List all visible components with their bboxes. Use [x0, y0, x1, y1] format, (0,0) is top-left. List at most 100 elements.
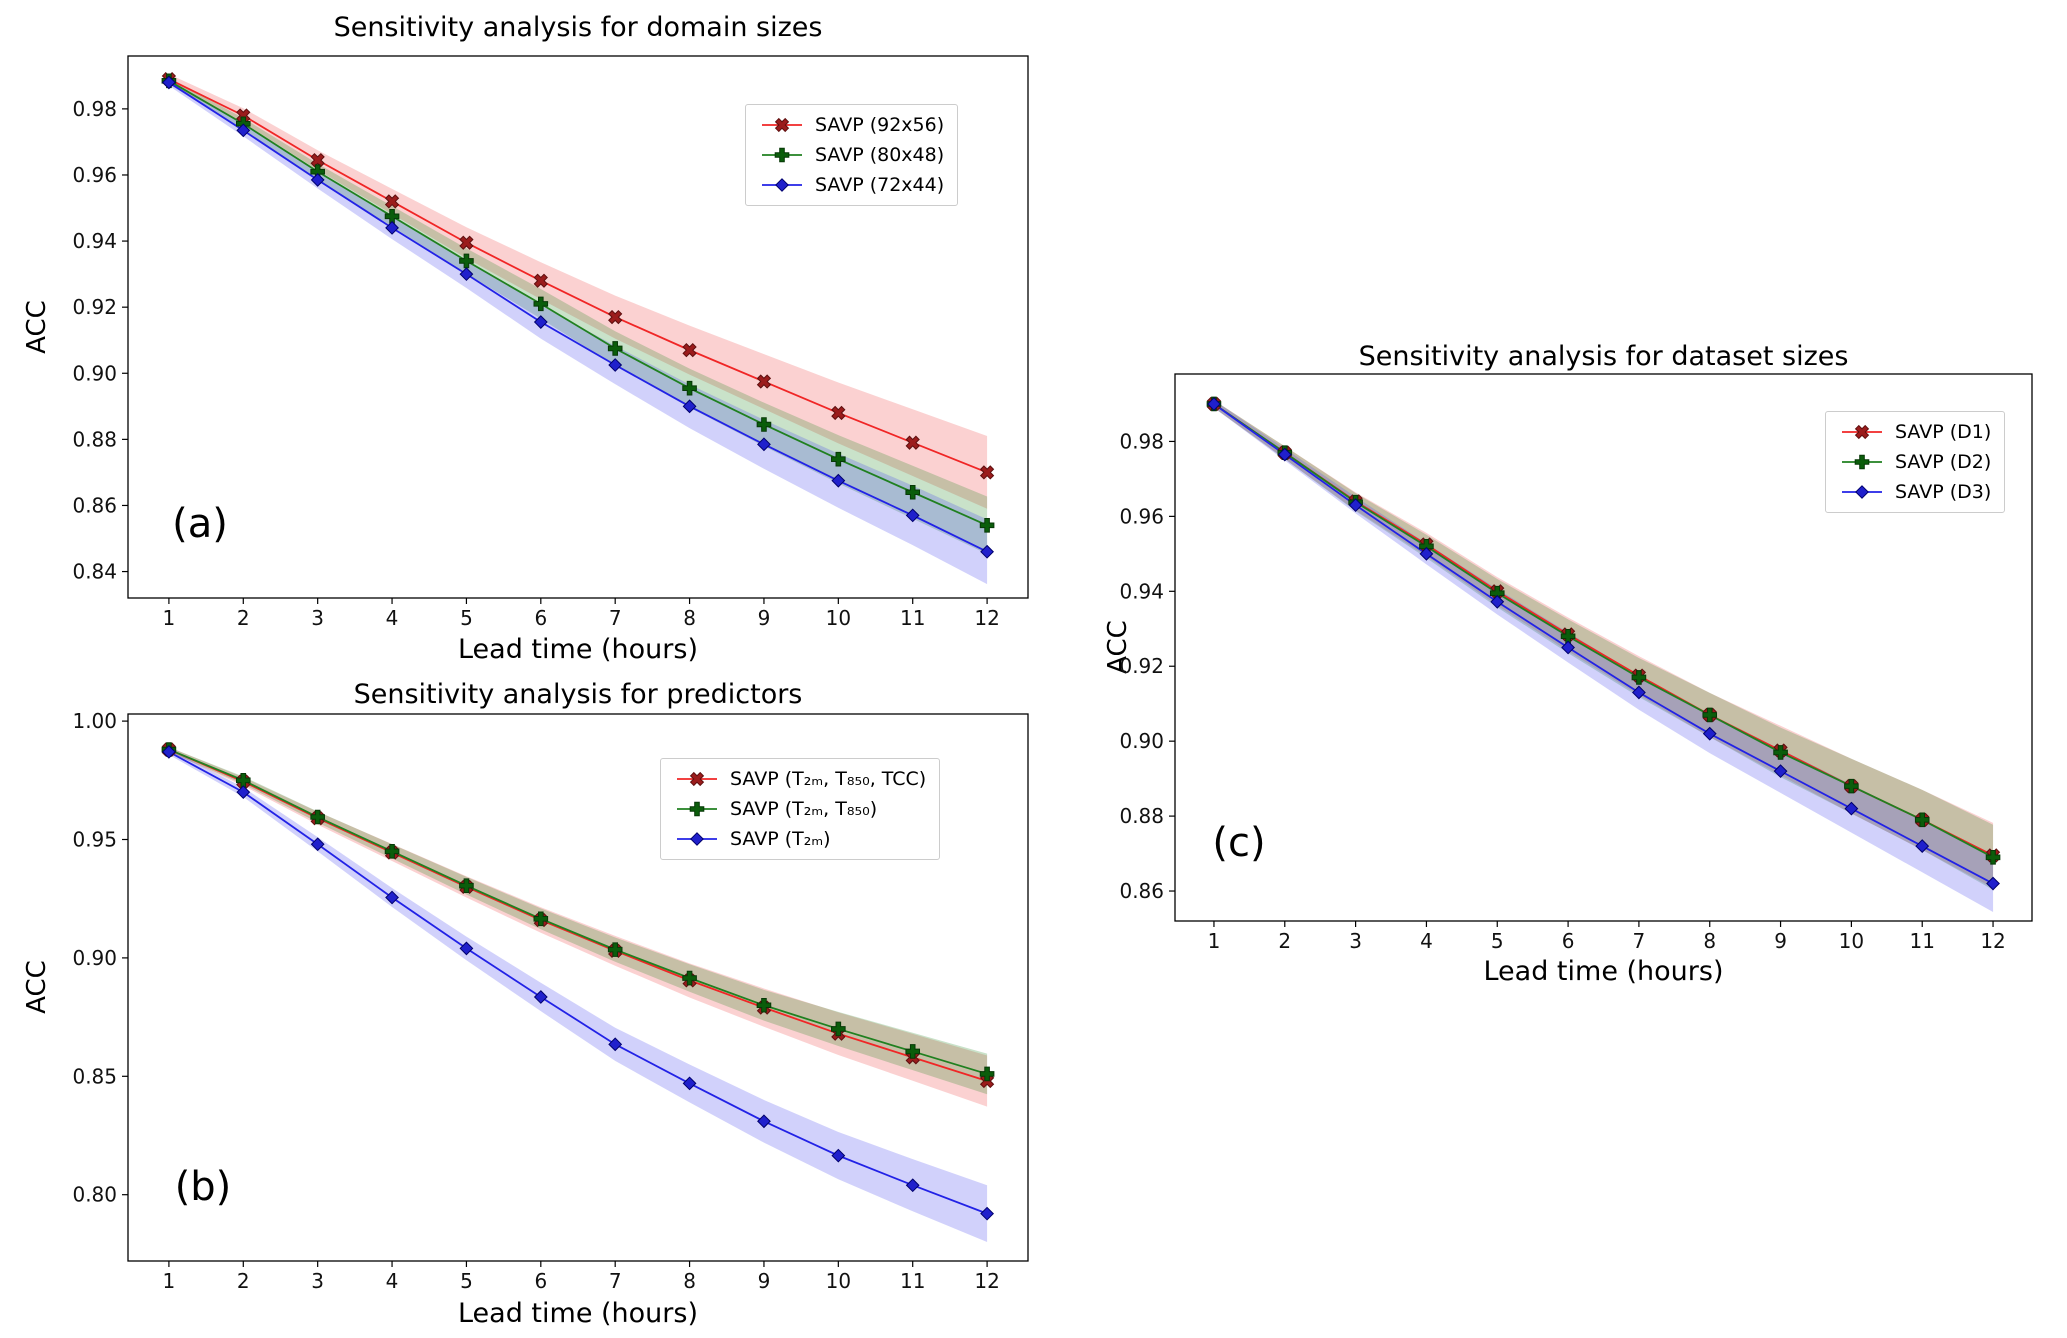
- panel-a: Sensitivity analysis for domain sizes AC…: [0, 0, 1070, 682]
- panel-a-plot: 1 2 3 4 5 6 7 8 9 10 11 120.840.860.880.900.920.940…: [72, 55, 1029, 630]
- marker: [607, 942, 623, 957]
- marker: [905, 484, 921, 500]
- marker: [162, 75, 176, 90]
- legend-item: SAVP (72x44): [759, 174, 944, 196]
- marker: [831, 405, 846, 421]
- legend-item: SAVP (D3): [1839, 481, 1991, 503]
- marker: [162, 744, 176, 759]
- marker: [235, 773, 251, 788]
- confidence-band: [168, 74, 988, 509]
- marker: [385, 220, 399, 235]
- marker: [459, 941, 474, 956]
- marker: [980, 1206, 994, 1221]
- marker: [1844, 778, 1859, 794]
- series-line: [168, 748, 988, 1075]
- x-tick-label: 1: [163, 606, 176, 630]
- x-tick-label: 10: [1839, 929, 1864, 953]
- legend-label: SAVP (D1): [1895, 421, 1992, 443]
- panel-a-xlabel: Lead time (hours): [457, 634, 698, 665]
- marker: [236, 785, 251, 800]
- legend-line-marker-icon: [762, 147, 802, 163]
- legend-item: SAVP (T₂ₘ, T₈₅₀, TCC): [674, 768, 926, 790]
- marker: [533, 911, 549, 927]
- legend-line-marker-icon: [1842, 424, 1882, 440]
- y-tick-label: 0.96: [1119, 504, 1164, 528]
- series-line: [168, 78, 988, 474]
- marker: [756, 374, 772, 389]
- x-tick-label: 12: [1980, 929, 2005, 953]
- y-tick-label: 0.94: [72, 229, 117, 253]
- panel-a-corner-label: (a): [172, 501, 228, 547]
- x-tick-label: 9: [1774, 929, 1787, 953]
- x-tick-label: 2: [1278, 929, 1291, 953]
- confidence-band: [168, 749, 988, 1243]
- marker: [682, 1076, 697, 1091]
- marker: [236, 123, 251, 138]
- y-tick-label: 0.94: [1119, 579, 1164, 603]
- x-tick-label: 3: [311, 606, 324, 630]
- marker: [384, 208, 400, 224]
- marker: [831, 1021, 846, 1037]
- series-line: [1213, 403, 1994, 885]
- marker: [533, 296, 549, 312]
- legend-label: SAVP (T₂ₘ, T₈₅₀, TCC): [730, 768, 927, 790]
- x-tick-label: 8: [683, 606, 696, 630]
- panel-c-plot: 1 2 3 4 5 6 7 8 9 10 11 120.860.880.900.920.940.960…: [1119, 373, 2033, 953]
- x-tick-label: 1: [1208, 929, 1221, 953]
- marker: [980, 544, 994, 559]
- panel-c-xlabel: Lead time (hours): [1483, 956, 1724, 987]
- x-tick-label: 6: [534, 1269, 547, 1293]
- marker: [979, 1066, 995, 1082]
- marker: [905, 508, 920, 523]
- x-tick-label: 9: [758, 1269, 771, 1293]
- panel-b-corner-label: (b): [174, 1164, 232, 1210]
- marker: [774, 147, 790, 163]
- axes-box: [127, 713, 1029, 1262]
- confidence-band: [1213, 400, 1994, 889]
- marker: [1277, 447, 1292, 462]
- marker: [310, 152, 325, 168]
- marker: [1702, 707, 1718, 723]
- y-tick-label: 0.88: [1119, 804, 1164, 828]
- panel-c: Sensitivity analysis for dataset sizes A…: [1090, 330, 2067, 1030]
- marker: [608, 309, 623, 325]
- marker: [1489, 585, 1505, 601]
- marker: [1702, 726, 1717, 741]
- y-tick-label: 0.92: [1119, 654, 1164, 678]
- y-tick-label: 0.90: [1119, 729, 1164, 753]
- confidence-band: [1213, 400, 1994, 890]
- panel-b: Sensitivity analysis for predictors ACC …: [0, 670, 1070, 1338]
- y-tick-label: 0.92: [72, 295, 117, 319]
- x-tick-label: 3: [1349, 929, 1362, 953]
- marker: [533, 990, 548, 1004]
- legend-item: SAVP (D1): [1839, 421, 1991, 443]
- marker: [831, 473, 846, 488]
- marker: [1561, 640, 1575, 655]
- marker: [1915, 839, 1930, 853]
- marker: [831, 451, 846, 467]
- x-tick-label: 4: [386, 606, 399, 630]
- legend-line-marker-icon: [762, 117, 802, 133]
- x-tick-label: 12: [974, 1269, 999, 1293]
- marker: [310, 809, 325, 825]
- legend-label: SAVP (D3): [1895, 481, 1992, 503]
- y-tick-label: 0.90: [72, 361, 117, 385]
- x-tick-label: 5: [1491, 929, 1504, 953]
- marker: [689, 801, 705, 817]
- panel-b-plot: 1 2 3 4 5 6 7 8 9 10 11 120.800.850.900.951.00: [72, 709, 1029, 1293]
- legend-label: SAVP (T₂ₘ, T₈₅₀): [730, 798, 878, 820]
- legend-line-marker-icon: [1842, 485, 1882, 499]
- x-tick-label: 6: [1562, 929, 1575, 953]
- y-tick-label: 0.88: [72, 427, 117, 451]
- marker: [1419, 546, 1434, 561]
- marker: [756, 997, 772, 1013]
- marker: [459, 253, 474, 269]
- marker: [1986, 876, 2000, 891]
- marker: [459, 878, 474, 893]
- marker: [689, 771, 705, 787]
- series-line: [168, 81, 988, 553]
- marker: [1560, 628, 1576, 644]
- marker: [682, 380, 697, 396]
- marker: [682, 970, 697, 986]
